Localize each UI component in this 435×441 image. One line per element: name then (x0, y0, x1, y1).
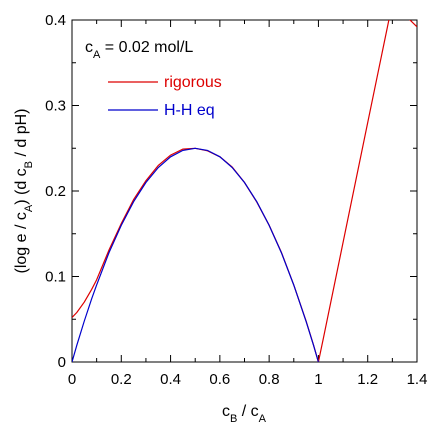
ticks (71, 19, 418, 363)
y-tick-label: 0 (58, 354, 66, 371)
x-tick-label: 0 (68, 371, 76, 388)
series-line-h-h-eq (72, 147, 319, 362)
x-tick-label: 0.6 (209, 371, 230, 388)
y-tick-label: 0.2 (45, 183, 66, 200)
x-tick-label: 0.2 (111, 371, 132, 388)
y-tick-label: 0.1 (45, 269, 66, 286)
legend: rigorous H-H eq (108, 74, 222, 119)
y-tick-label: 0.4 (45, 12, 66, 29)
y-tick-label: 0.3 (45, 98, 66, 115)
plot-frame (71, 19, 418, 363)
x-tick-label: 1 (314, 371, 322, 388)
tick-labels: 0 0.2 0.4 0.6 0.8 1 1.2 1.4 0 0.1 0.2 0.3 0.4 (45, 12, 427, 388)
legend-label: H-H eq (164, 102, 215, 119)
y-axis-label: (log e / cA) (d cB / d pH) (13, 109, 35, 274)
concentration-annotation: cA = 0.02 mol/L (85, 39, 193, 61)
x-tick-label: 0.4 (160, 371, 181, 388)
x-tick-label: 1.2 (357, 371, 378, 388)
legend-label: rigorous (164, 74, 222, 91)
series-lines (72, 20, 417, 362)
x-axis-label: cB / cA (222, 403, 267, 425)
x-tick-label: 1.4 (407, 371, 428, 388)
x-tick-label: 0.8 (259, 371, 280, 388)
